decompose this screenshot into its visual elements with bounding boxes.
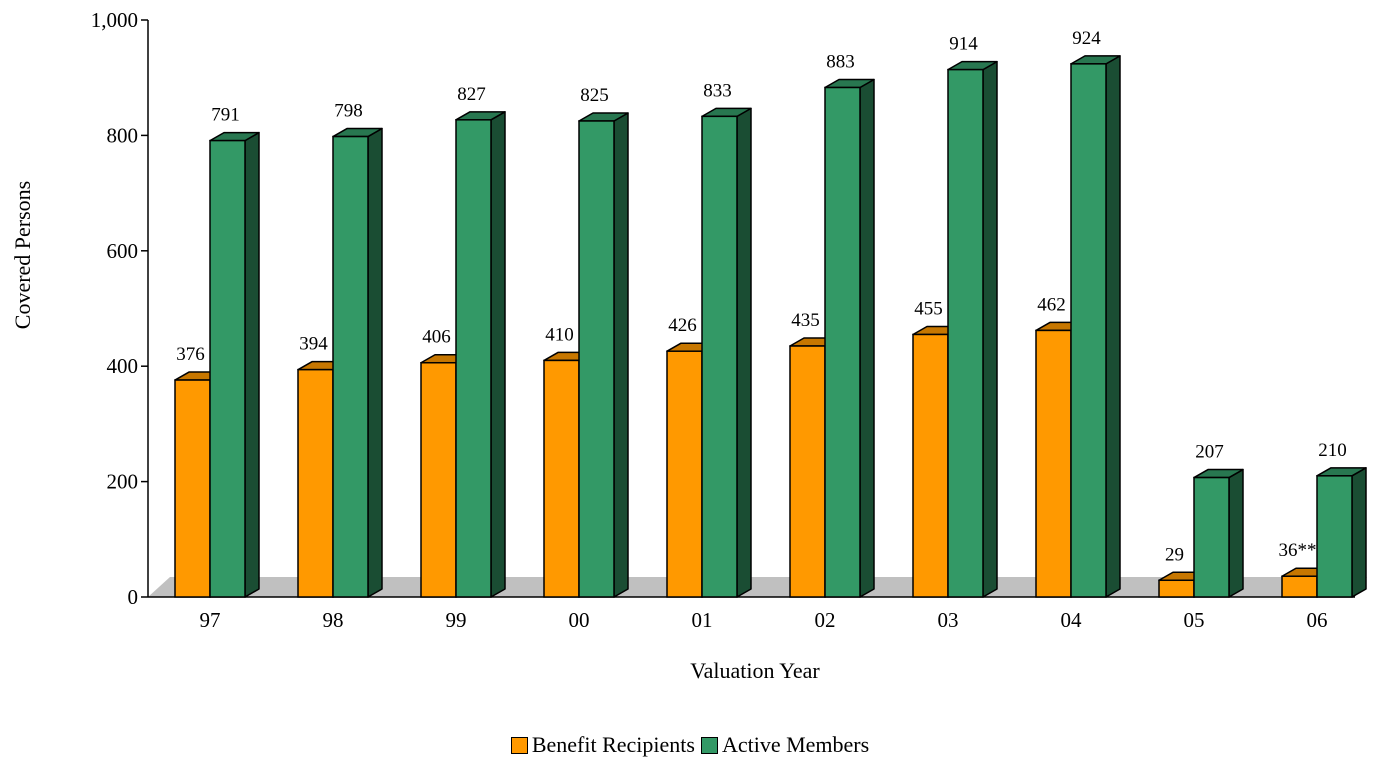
bar-front: [297, 368, 334, 598]
x-tick-label: 05: [1184, 608, 1205, 632]
bar-side: [982, 60, 998, 598]
data-label: 207: [1195, 442, 1224, 463]
bar-side: [367, 127, 383, 598]
y-tick-label: 400: [107, 354, 139, 378]
x-axis-label: Valuation Year: [690, 658, 820, 683]
data-label: 394: [299, 334, 328, 355]
y-tick-label: 0: [128, 585, 139, 609]
data-label: 376: [176, 344, 205, 365]
x-tick-label: 02: [815, 608, 836, 632]
legend-label-active-members: Active Members: [721, 732, 870, 757]
data-label: 914: [949, 34, 978, 55]
bar-front: [543, 359, 580, 598]
bar-active-members: [1316, 467, 1367, 598]
data-label: 210: [1318, 440, 1347, 461]
bar-front: [1316, 475, 1353, 598]
y-tick-label: 600: [107, 239, 139, 263]
bar-active-members: [455, 111, 506, 598]
data-label: 462: [1037, 294, 1066, 315]
data-label: 798: [334, 101, 363, 122]
data-label: 426: [668, 315, 697, 336]
x-tick-label: 03: [938, 608, 959, 632]
x-tick-label: 01: [692, 608, 713, 632]
bar-active-members: [578, 112, 629, 598]
bar-active-members: [209, 131, 260, 598]
bar-side: [859, 78, 875, 598]
legend-swatch-active-members: [700, 736, 718, 754]
data-label: 827: [457, 84, 486, 105]
bar-front: [789, 345, 826, 598]
bar-side: [1228, 468, 1244, 598]
bar-active-members: [824, 78, 875, 598]
bar-front: [1035, 329, 1072, 598]
bar-front: [420, 361, 457, 598]
bar-side: [736, 107, 752, 598]
data-label: 825: [580, 85, 609, 106]
bar-side: [1351, 467, 1367, 598]
x-tick-label: 00: [569, 608, 590, 632]
legend-swatch-benefit-recipients: [510, 736, 528, 754]
bar-active-members: [947, 60, 998, 598]
legend-label-benefit-recipients: Benefit Recipients: [531, 732, 695, 757]
bar-active-members: [332, 127, 383, 598]
bar-side: [1105, 55, 1121, 598]
data-label: 883: [826, 52, 855, 73]
bar-front: [947, 68, 984, 598]
bar-side: [490, 111, 506, 598]
x-tick-label: 98: [323, 608, 344, 632]
x-tick-label: 99: [446, 608, 467, 632]
bar-front: [578, 120, 615, 598]
bar-front: [1070, 63, 1107, 598]
bar-front: [912, 333, 949, 598]
bar-active-members: [701, 107, 752, 598]
data-label: 791: [211, 105, 240, 126]
data-label: 29: [1165, 544, 1184, 565]
bar-front: [332, 135, 369, 598]
bar-front: [1281, 575, 1318, 598]
data-label: 406: [422, 327, 451, 348]
x-tick-label: 04: [1061, 608, 1083, 632]
legend-item-active-members: Active Members: [700, 732, 870, 758]
y-tick-label: 800: [107, 123, 139, 147]
bar-side: [613, 112, 629, 598]
data-label: 410: [545, 324, 574, 345]
bar-front: [1158, 579, 1195, 598]
bar-front: [701, 115, 738, 598]
data-label: 435: [791, 310, 820, 331]
bar-front: [174, 379, 211, 598]
bar-side: [244, 131, 260, 598]
bar-front: [455, 119, 492, 598]
data-label: 36**: [1279, 540, 1317, 561]
x-tick-label: 97: [200, 608, 221, 632]
y-tick-label: 1,000: [91, 8, 138, 32]
bar-front: [1193, 476, 1230, 598]
legend-item-benefit-recipients: Benefit Recipients: [510, 732, 695, 758]
data-label: 455: [914, 298, 943, 319]
y-tick-label: 200: [107, 470, 139, 494]
x-tick-label: 06: [1307, 608, 1328, 632]
bar-active-members: [1193, 468, 1244, 598]
bar-front: [209, 139, 246, 598]
data-label: 833: [703, 80, 732, 101]
bar-active-members: [1070, 55, 1121, 598]
bar-front: [666, 350, 703, 598]
y-axis-label: Covered Persons: [10, 181, 35, 329]
bar-front: [824, 86, 861, 598]
data-label: 924: [1072, 28, 1101, 49]
legend: Benefit Recipients Active Members: [0, 732, 1380, 758]
